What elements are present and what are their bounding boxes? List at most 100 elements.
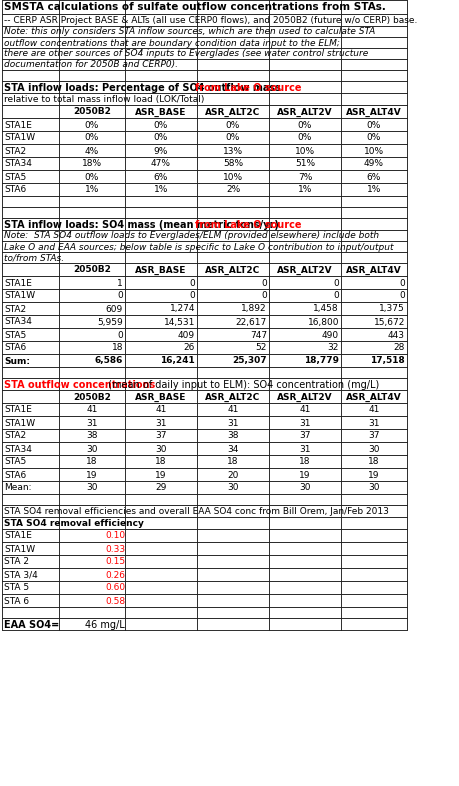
Bar	[2, 505, 407, 517]
Bar	[341, 581, 407, 594]
Bar	[125, 183, 197, 196]
Bar	[269, 618, 341, 630]
Text: 19: 19	[299, 471, 311, 479]
Text: 2%: 2%	[226, 185, 240, 194]
Bar	[341, 230, 407, 241]
Bar	[197, 26, 269, 37]
Bar	[341, 403, 407, 416]
Text: 17,518: 17,518	[370, 357, 405, 365]
Bar	[2, 252, 59, 263]
Bar	[197, 252, 269, 263]
Text: 1,375: 1,375	[379, 304, 405, 314]
Bar	[2, 378, 407, 390]
Text: 30: 30	[299, 483, 311, 493]
Bar	[197, 328, 269, 341]
Bar	[197, 403, 269, 416]
Text: 0%: 0%	[85, 134, 99, 142]
Bar	[269, 529, 341, 542]
Bar	[269, 315, 341, 328]
Text: 30: 30	[155, 445, 167, 454]
Text: 9%: 9%	[154, 146, 168, 156]
Text: 0: 0	[117, 330, 123, 340]
Text: 29: 29	[155, 483, 167, 493]
Text: 41: 41	[368, 406, 380, 414]
Text: 1%: 1%	[298, 185, 312, 194]
Bar	[125, 416, 197, 429]
Bar	[125, 494, 197, 505]
Text: 0: 0	[189, 278, 195, 288]
Text: 2050B2: 2050B2	[73, 108, 111, 116]
Bar	[2, 93, 407, 105]
Bar	[341, 26, 407, 37]
Bar	[197, 105, 269, 118]
Bar	[2, 81, 407, 93]
Text: STA outflow concentrations: STA outflow concentrations	[4, 380, 155, 390]
Bar	[341, 131, 407, 144]
Bar	[197, 144, 269, 157]
Bar	[197, 183, 269, 196]
Text: 0%: 0%	[154, 134, 168, 142]
Bar	[2, 581, 407, 594]
Bar	[269, 390, 341, 403]
Text: 0: 0	[333, 292, 339, 300]
Bar	[2, 252, 407, 263]
Bar	[125, 263, 197, 276]
Text: 609: 609	[106, 304, 123, 314]
Text: 6%: 6%	[367, 172, 381, 182]
Text: documentation for 2050B and CERP0).: documentation for 2050B and CERP0).	[4, 61, 178, 69]
Bar	[125, 403, 197, 416]
Bar	[125, 144, 197, 157]
Bar	[269, 183, 341, 196]
Bar	[341, 70, 407, 81]
Text: 51%: 51%	[295, 160, 315, 168]
Bar	[269, 131, 341, 144]
Bar	[2, 481, 59, 494]
Bar	[341, 207, 407, 218]
Bar	[269, 144, 341, 157]
Bar	[59, 416, 125, 429]
Bar	[2, 341, 59, 354]
Text: 18: 18	[86, 457, 98, 467]
Text: 10%: 10%	[223, 172, 243, 182]
Bar	[197, 542, 269, 555]
Bar	[2, 455, 59, 468]
Bar	[2, 0, 59, 14]
Text: 41: 41	[227, 406, 239, 414]
Text: ASR_ALT4V: ASR_ALT4V	[346, 266, 402, 274]
Bar	[125, 26, 197, 37]
Text: Sum:: Sum:	[4, 357, 30, 365]
Bar	[2, 607, 407, 618]
Bar	[2, 529, 59, 542]
Text: STA1W: STA1W	[4, 418, 35, 428]
Bar	[341, 218, 407, 230]
Bar	[59, 581, 125, 594]
Bar	[341, 542, 407, 555]
Text: 37: 37	[368, 432, 380, 440]
Text: -- CERP ASR Project BASE & ALTs (all use CERP0 flows), and 2050B2 (future w/o CE: -- CERP ASR Project BASE & ALTs (all use…	[4, 16, 417, 25]
Bar	[269, 429, 341, 442]
Text: STA1W: STA1W	[4, 292, 35, 300]
Bar	[269, 105, 341, 118]
Bar	[197, 429, 269, 442]
Text: Note:  STA SO4 outflow loads to Everglades/ELM (provided elsewhere) include both: Note: STA SO4 outflow loads to Everglade…	[4, 232, 379, 241]
Bar	[2, 429, 59, 442]
Bar	[2, 618, 59, 630]
Bar	[2, 48, 407, 59]
Text: 2050B2: 2050B2	[73, 266, 111, 274]
Text: Lake O and EAA sources; below table is specific to Lake O contribution to input/: Lake O and EAA sources; below table is s…	[4, 243, 393, 252]
Bar	[59, 390, 125, 403]
Bar	[59, 494, 125, 505]
Bar	[2, 144, 407, 157]
Bar	[2, 378, 59, 390]
Bar	[197, 170, 269, 183]
Bar	[2, 328, 407, 341]
Bar	[269, 196, 341, 207]
Bar	[59, 429, 125, 442]
Bar	[2, 170, 407, 183]
Text: from Lake O source: from Lake O source	[195, 220, 302, 230]
Bar	[341, 276, 407, 289]
Bar	[59, 555, 125, 568]
Text: ASR_BASE: ASR_BASE	[135, 266, 187, 274]
Bar	[59, 230, 125, 241]
Text: ASR_ALT2C: ASR_ALT2C	[205, 108, 261, 116]
